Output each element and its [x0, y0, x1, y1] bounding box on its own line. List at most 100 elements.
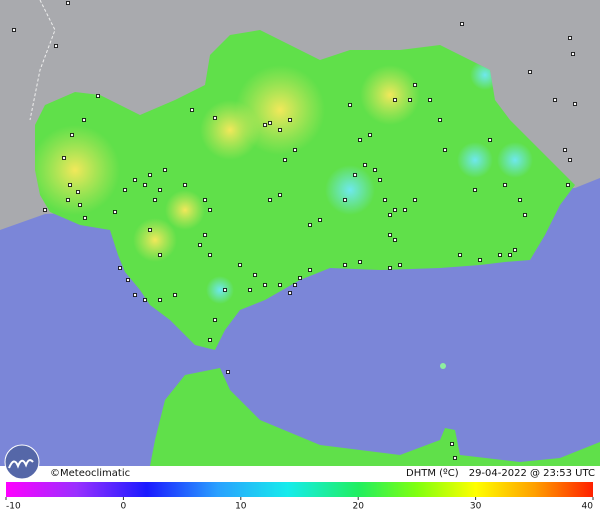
- tick-label: 10: [235, 502, 247, 512]
- info-strip: [0, 466, 600, 480]
- station: [358, 138, 362, 142]
- station: [153, 198, 157, 202]
- station: [568, 36, 572, 40]
- station: [388, 233, 392, 237]
- station: [263, 123, 267, 127]
- station: [453, 456, 457, 460]
- station: [308, 223, 312, 227]
- tick-label: 30: [470, 502, 482, 512]
- station: [458, 253, 462, 257]
- station: [568, 158, 572, 162]
- station: [460, 22, 464, 26]
- station: [126, 278, 130, 282]
- station: [278, 193, 282, 197]
- station: [208, 338, 212, 342]
- station: [83, 216, 87, 220]
- andalusia: [35, 30, 575, 350]
- station: [143, 298, 147, 302]
- station: [288, 118, 292, 122]
- station: [428, 98, 432, 102]
- station: [358, 260, 362, 264]
- station: [118, 266, 122, 270]
- station: [158, 253, 162, 257]
- station: [148, 228, 152, 232]
- station: [223, 288, 227, 292]
- station: [133, 178, 137, 182]
- station: [183, 183, 187, 187]
- station: [62, 156, 66, 160]
- station: [158, 188, 162, 192]
- station: [213, 116, 217, 120]
- station: [248, 288, 252, 292]
- station: [148, 173, 152, 177]
- station: [563, 148, 567, 152]
- station: [208, 208, 212, 212]
- station: [408, 98, 412, 102]
- station: [573, 102, 577, 106]
- station: [450, 442, 454, 446]
- station: [503, 183, 507, 187]
- station: [348, 103, 352, 107]
- station: [343, 263, 347, 267]
- station: [76, 190, 80, 194]
- station: [78, 203, 82, 207]
- station: [66, 1, 70, 5]
- station: [368, 133, 372, 137]
- island: [440, 363, 446, 369]
- station: [54, 44, 58, 48]
- credit: ©Meteoclimatic: [50, 468, 130, 479]
- station: [398, 263, 402, 267]
- station: [518, 198, 522, 202]
- tick-label: 40: [582, 502, 594, 512]
- station: [293, 148, 297, 152]
- station: [388, 266, 392, 270]
- stations: [12, 1, 577, 460]
- tick-label: 0: [121, 502, 127, 512]
- station: [203, 233, 207, 237]
- station: [343, 198, 347, 202]
- station: [66, 198, 70, 202]
- station: [43, 208, 47, 212]
- station: [208, 253, 212, 257]
- station: [353, 173, 357, 177]
- timestamp: 29-04-2022 @ 23:53 UTC: [469, 468, 595, 479]
- station: [571, 52, 575, 56]
- station: [123, 188, 127, 192]
- station: [263, 283, 267, 287]
- station: [12, 28, 16, 32]
- border: [29, 0, 56, 121]
- station: [378, 178, 382, 182]
- station: [363, 163, 367, 167]
- station: [268, 198, 272, 202]
- station: [173, 293, 177, 297]
- station: [190, 108, 194, 112]
- station: [68, 183, 72, 187]
- station: [96, 94, 100, 98]
- station: [163, 168, 167, 172]
- station: [473, 188, 477, 192]
- station: [403, 208, 407, 212]
- station: [133, 293, 137, 297]
- tick-label: 20: [352, 502, 364, 512]
- station: [298, 276, 302, 280]
- station: [253, 273, 257, 277]
- map: [0, 0, 600, 466]
- station: [413, 83, 417, 87]
- morocco: [150, 368, 600, 466]
- station: [143, 183, 147, 187]
- station: [283, 158, 287, 162]
- station: [383, 198, 387, 202]
- station: [393, 208, 397, 212]
- tick-label: -10: [6, 502, 21, 512]
- station: [566, 183, 570, 187]
- station: [238, 263, 242, 267]
- temperature-field: [35, 60, 533, 304]
- colorbar-ticks: -10 0 10 20 30 40: [5, 497, 594, 512]
- station: [528, 70, 532, 74]
- logo: [4, 444, 40, 480]
- product: DHTM (ºC): [406, 468, 459, 479]
- station: [393, 238, 397, 242]
- station: [553, 98, 557, 102]
- station: [443, 148, 447, 152]
